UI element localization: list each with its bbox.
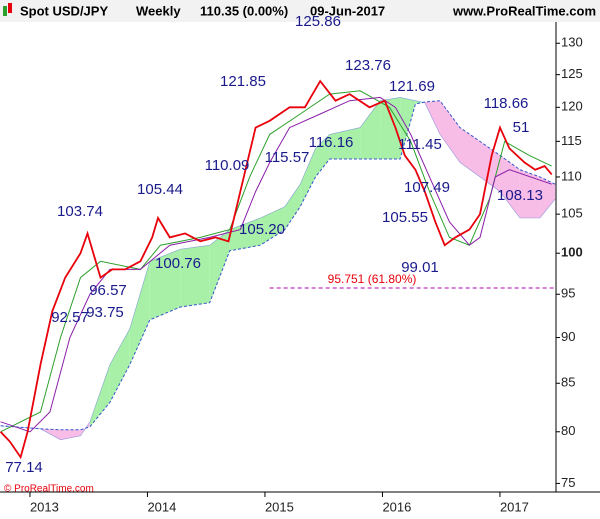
annotation: 107.49: [404, 179, 450, 196]
cloud-segment: [284, 184, 301, 230]
cloud-segment: [60, 429, 81, 440]
icon: [8, 3, 12, 13]
series-line: [0, 79, 553, 460]
annotation: 108.13: [497, 187, 543, 204]
annotation: 96.57: [89, 282, 127, 299]
annotation: 51: [513, 119, 530, 136]
cloud-segment: [499, 155, 520, 218]
annotation: 99.01: [401, 259, 439, 276]
annotation: 100.76: [155, 255, 201, 272]
cloud-segment: [149, 249, 181, 320]
cloud-segment: [129, 261, 150, 365]
annotation: 121.85: [220, 73, 266, 90]
annotation: 77.14: [5, 459, 43, 476]
footer: © ProRealTime.com: [4, 484, 94, 495]
fib-label: 95.751 (61.80%): [328, 272, 417, 286]
annotation: 116.16: [309, 134, 354, 151]
period: Weekly: [136, 3, 181, 18]
cloud-segment: [300, 148, 316, 207]
cloud-segment: [209, 229, 230, 303]
annotation: 93.75: [86, 304, 124, 321]
y-tick-label: 125: [561, 66, 583, 81]
annotation: 123.76: [345, 57, 391, 74]
cloud-segment: [360, 100, 381, 159]
date: 09-Jun-2017: [310, 3, 385, 18]
cloud-segment: [460, 127, 480, 177]
y-tick-label: 100: [561, 245, 583, 260]
cloud-segment: [260, 206, 285, 246]
series-line: [0, 96, 552, 433]
annotation: 103.74: [57, 203, 103, 220]
cloud-segment: [380, 97, 401, 159]
icon: [3, 6, 7, 16]
symbol: Spot USD/JPY: [20, 3, 108, 18]
annotation: 118.66: [484, 95, 529, 112]
cloud-segment: [329, 127, 361, 159]
cloud-span-a: [0, 97, 556, 441]
annotation: 105.20: [239, 221, 285, 238]
y-tick-label: 115: [561, 133, 582, 148]
cloud-span-b: [0, 100, 556, 431]
annotation: 125.86: [295, 13, 341, 30]
y-tick-label: 85: [561, 375, 575, 390]
annotation: 105.44: [137, 181, 183, 198]
annotation: 92.57: [51, 309, 89, 326]
y-tick-label: 80: [561, 423, 575, 438]
y-tick-label: 110: [561, 168, 582, 183]
x-tick-label: 2015: [265, 499, 294, 514]
x-tick-label: 2016: [382, 499, 411, 514]
annotation: 111.45: [398, 136, 442, 153]
annotation: 115.57: [265, 149, 310, 166]
x-tick-label: 2014: [147, 499, 176, 514]
y-tick-label: 95: [561, 286, 575, 301]
cloud-segment: [180, 245, 210, 307]
cloud-segment: [539, 176, 556, 218]
y-tick-label: 105: [561, 206, 583, 221]
cloud-segment: [440, 100, 461, 163]
annotation: 121.69: [389, 78, 435, 95]
site: www.ProRealTime.com: [452, 3, 596, 18]
quote: 110.35 (0.00%): [200, 3, 288, 18]
x-tick-label: 2013: [30, 499, 59, 514]
y-tick-label: 130: [561, 35, 583, 50]
cloud-segment: [109, 328, 130, 403]
header-bar: [0, 0, 600, 22]
series-line: [0, 90, 552, 433]
cloud-segment: [519, 169, 540, 218]
cloud-segment: [89, 364, 110, 427]
y-tick-label: 120: [561, 99, 583, 114]
x-tick-label: 2017: [500, 499, 529, 514]
y-tick-label: 75: [561, 475, 575, 490]
annotation: 105.55: [382, 209, 428, 226]
annotation: 110.09: [205, 157, 250, 174]
cloud-segment: [229, 217, 261, 251]
y-tick-label: 90: [561, 329, 575, 344]
